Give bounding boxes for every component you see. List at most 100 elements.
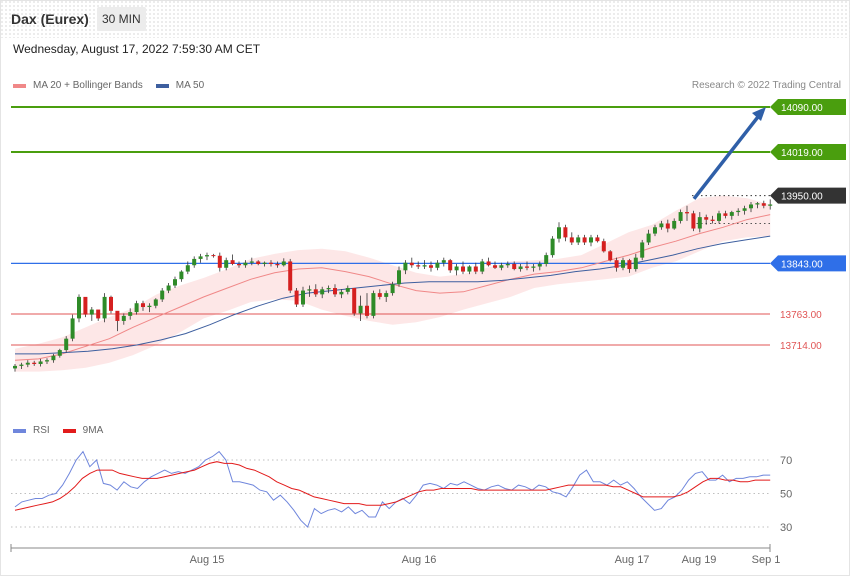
legend-ma50[interactable]: MA 50: [155, 80, 205, 91]
candle-body: [525, 266, 529, 268]
candle-body: [57, 350, 62, 356]
legend-ma20[interactable]: MA 20 + Bollinger Bands: [13, 80, 143, 91]
candle-body: [249, 261, 254, 263]
candle-body: [403, 262, 408, 271]
candle-body: [320, 289, 325, 295]
rsi-ma-swatch: [62, 428, 76, 433]
candle-body: [653, 227, 657, 234]
candle-body: [25, 362, 30, 365]
candle-body: [198, 256, 203, 259]
forecast-arrow-shaft: [692, 111, 763, 200]
candle-body: [365, 305, 369, 316]
legend-rsi-ma[interactable]: 9MA: [62, 425, 104, 436]
candle-body: [109, 296, 113, 311]
candle-body: [601, 241, 606, 252]
candle-body: [333, 288, 337, 295]
candle-body: [749, 204, 753, 209]
candle-body: [550, 238, 555, 256]
candle-body: [313, 289, 318, 295]
instrument-title: Dax (Eurex): [11, 11, 89, 27]
candle-body: [230, 260, 235, 264]
candle-body: [723, 213, 728, 216]
candle-body: [288, 261, 293, 291]
candle-body: [352, 288, 357, 314]
rsi-ma-label: 9MA: [82, 425, 104, 436]
candle-body: [576, 237, 581, 243]
candle-body: [646, 233, 651, 243]
candle-body: [96, 309, 101, 319]
candle-body: [627, 260, 632, 270]
candle-body: [281, 261, 286, 266]
candle-body: [211, 255, 216, 257]
legend-rsi[interactable]: RSI: [13, 425, 50, 436]
candle-body: [358, 305, 363, 314]
candle-body: [294, 290, 299, 305]
candle-body: [275, 263, 280, 266]
ma50-label: MA 50: [175, 80, 205, 91]
candle-body: [224, 260, 229, 268]
candle-body: [384, 293, 389, 297]
candle-body: [640, 242, 645, 258]
candle-body: [595, 237, 600, 242]
level-tag-0: [770, 99, 846, 115]
rsi-tick-label: 30: [780, 522, 792, 534]
x-tick-label: Aug 19: [682, 554, 717, 566]
candle-body: [691, 213, 696, 229]
level-tag-1: [770, 143, 846, 160]
candle-body: [678, 212, 683, 221]
candle-body: [192, 258, 197, 266]
candle-body: [685, 212, 689, 214]
candle-body: [121, 315, 126, 321]
candle-body: [499, 265, 504, 268]
candle-body: [557, 227, 561, 239]
x-tick-label: Sep 1: [752, 554, 781, 566]
candle-body: [473, 266, 478, 272]
candle-body: [435, 262, 440, 268]
candle-body: [160, 290, 165, 300]
candle-body: [397, 270, 401, 285]
candle-body: [493, 265, 497, 268]
candle-body: [537, 263, 542, 267]
candle-body: [589, 237, 593, 243]
x-tick-label: Aug 16: [402, 554, 437, 566]
rsi-swatch: [13, 428, 26, 433]
candle-body: [205, 255, 209, 257]
candle-body: [377, 293, 382, 297]
candle-body: [563, 227, 568, 238]
candle-body: [45, 360, 49, 362]
candle-body: [13, 365, 17, 369]
level-label-3: 13843.00: [781, 259, 823, 270]
datetime-label: Wednesday, August 17, 2022 7:59:30 AM CE…: [13, 42, 261, 56]
x-tick-label: Aug 15: [190, 554, 225, 566]
candle-body: [185, 265, 190, 272]
candle-body: [173, 279, 177, 286]
candle-body: [512, 263, 517, 270]
rsi-legend: RSI 9MA: [13, 425, 116, 436]
candle-body: [166, 285, 171, 291]
candle-body: [153, 299, 158, 306]
candle-body: [64, 338, 69, 351]
candle-body: [505, 263, 510, 266]
candle-body: [32, 362, 37, 364]
candle-body: [83, 296, 88, 315]
candle-body: [621, 260, 625, 268]
level-label-2: 13950.00: [781, 192, 823, 203]
ma20-label: MA 20 + Bollinger Bands: [33, 80, 143, 91]
candle-body: [429, 265, 433, 268]
candle-body: [672, 220, 677, 229]
timeframe-selector[interactable]: 30 MIN: [97, 7, 146, 31]
candle-body: [742, 208, 747, 211]
price-legend: MA 20 + Bollinger Bands MA 50: [13, 80, 217, 91]
candle-body: [665, 223, 670, 229]
forecast-arrow-head: [752, 107, 766, 121]
candle-body: [461, 266, 465, 272]
ma20-swatch: [13, 83, 26, 88]
level-label-4: 13763.00: [780, 310, 822, 321]
level-tag-2: [770, 187, 846, 204]
ma50-swatch: [155, 83, 169, 88]
candle-body: [614, 260, 619, 268]
candle-body: [141, 303, 145, 308]
candle-body: [217, 255, 222, 268]
level-label-1: 14019.00: [781, 148, 823, 159]
